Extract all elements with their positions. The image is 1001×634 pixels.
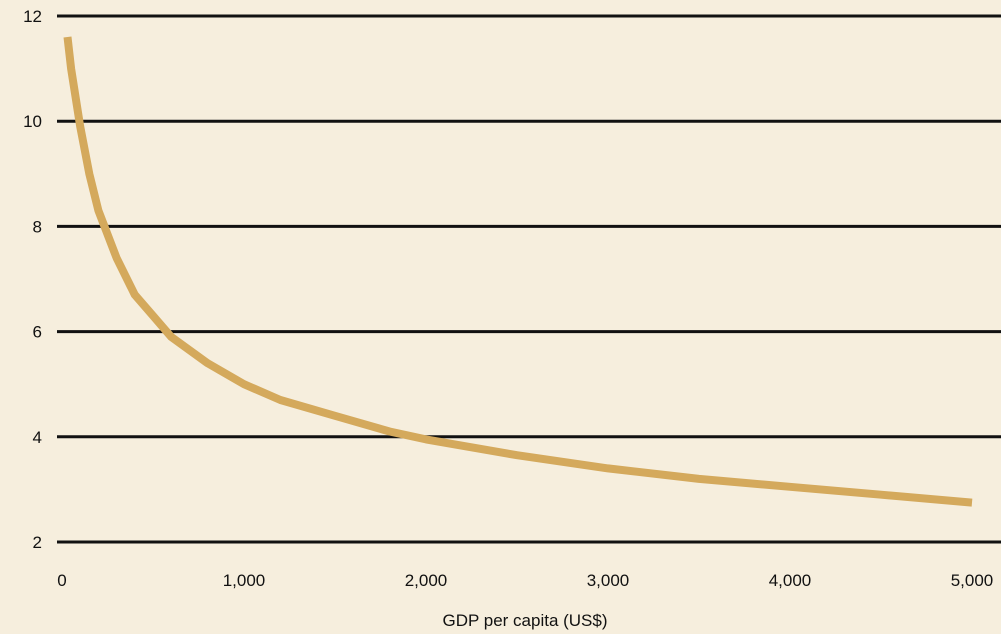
y-tick-label: 10	[23, 112, 42, 131]
x-tick-label: 1,000	[223, 571, 266, 590]
series-group	[63, 36, 973, 507]
y-tick-label: 2	[33, 533, 42, 552]
x-axis-title: GDP per capita (US$)	[442, 611, 607, 630]
x-tick-label: 0	[57, 571, 66, 590]
y-tick-label: 12	[23, 7, 42, 26]
x-tick-labels: 0 1,000 2,000 3,000 4,000 5,000	[57, 571, 993, 590]
gridlines	[57, 14, 1001, 544]
x-tick-label: 4,000	[769, 571, 812, 590]
y-tick-label: 6	[33, 323, 42, 342]
y-tick-labels: 2 4 6 8 10 12	[23, 7, 42, 552]
y-tick-label: 4	[33, 428, 42, 447]
y-tick-label: 8	[33, 217, 42, 236]
x-tick-label: 5,000	[951, 571, 994, 590]
series-line-0	[63, 36, 973, 507]
x-tick-label: 3,000	[587, 571, 630, 590]
x-tick-label: 2,000	[405, 571, 448, 590]
